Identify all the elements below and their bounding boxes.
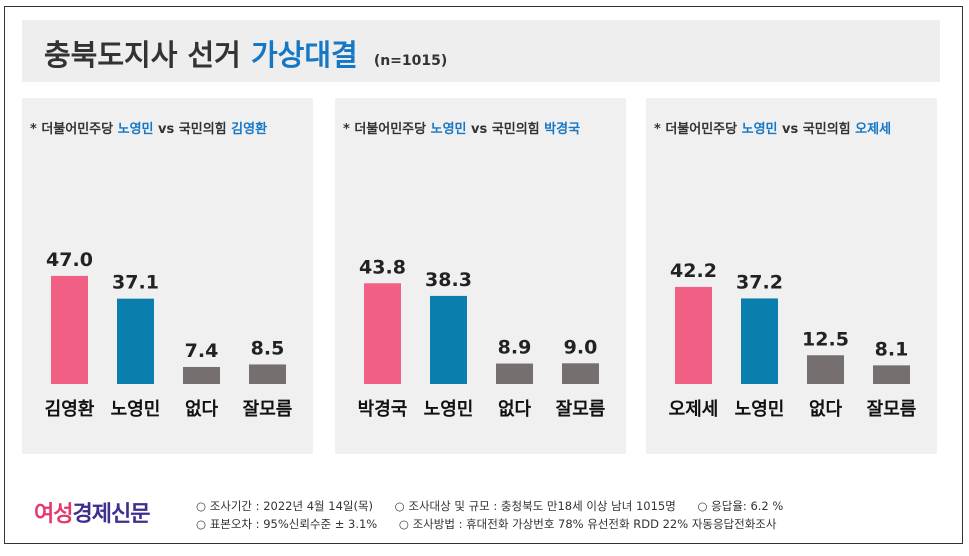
title-main-text: 충북도지사 선거 [44, 38, 241, 72]
notes-row: ○ 조사기간 : 2022년 4월 14일(목) ○ 조사대상 및 규모 : 충… [196, 497, 801, 515]
category-label: 없다 [809, 399, 843, 420]
category-label: 노영민 [735, 399, 785, 420]
survey-method: ○ 조사방법 : 휴대전화 가상번호 78% 유선전화 RDD 22% 자동응답… [398, 517, 777, 531]
data-label: 12.5 [802, 328, 849, 350]
data-label: 8.1 [875, 338, 909, 360]
sampling-error: ○ 표본오차 : 95%신뢰수준 ± 3.1% [196, 517, 378, 531]
category-label: 잘모름 [243, 399, 293, 420]
bar [675, 286, 712, 384]
bar [364, 283, 401, 384]
candidate-b-name: 김영환 [231, 122, 268, 137]
candidate-a-name: 노영민 [741, 122, 778, 137]
survey-notes: ○ 조사기간 : 2022년 4월 14일(목) ○ 조사대상 및 규모 : 충… [196, 497, 801, 533]
data-label: 8.5 [251, 337, 285, 359]
sample-size-label: (n=1015) [373, 53, 448, 69]
category-label: 노영민 [111, 399, 161, 420]
logo-text-a: 여성 [34, 502, 73, 527]
response-rate: ○ 응답율: 6.2 % [697, 499, 784, 513]
bar [117, 298, 154, 384]
party-b-label: vs 국민의힘 [782, 122, 851, 137]
bar [496, 363, 533, 384]
survey-period: ○ 조사기간 : 2022년 4월 14일(목) [196, 499, 374, 513]
bar [873, 365, 910, 384]
bar [249, 364, 286, 384]
category-label: 없다 [498, 399, 532, 420]
data-label: 43.8 [359, 256, 406, 278]
party-b-label: vs 국민의힘 [158, 122, 227, 137]
bar-chart: 43.8 박경국 38.3 노영민 8.9 없다 9.0 잘모름 [358, 256, 606, 420]
category-label: 오제세 [669, 399, 719, 420]
candidate-a-name: 노영민 [117, 122, 154, 137]
newspaper-logo: 여성경제신문 [34, 496, 150, 528]
data-label: 37.2 [736, 271, 783, 293]
category-label: 없다 [185, 399, 219, 420]
bar [183, 366, 220, 384]
bar-chart: 42.2 오제세 37.2 노영민 12.5 없다 8.1 잘모름 [669, 260, 917, 420]
chart-panel-1: * 더불어민주당 노영민 vs 국민의힘 김영환 47.0 김영환 37.1 노영민 7… [22, 98, 313, 454]
bar [807, 355, 844, 384]
party-a-label: * 더불어민주당 [343, 122, 427, 137]
data-label: 9.0 [564, 336, 598, 358]
notes-row: ○ 표본오차 : 95%신뢰수준 ± 3.1% ○ 조사방법 : 휴대전화 가상… [196, 515, 801, 533]
data-label: 8.9 [498, 337, 532, 359]
category-label: 노영민 [424, 399, 474, 420]
category-label: 박경국 [358, 399, 408, 420]
category-label: 잘모름 [556, 399, 606, 420]
panel-header: * 더불어민주당 노영민 vs 국민의힘 박경국 [343, 118, 580, 137]
logo-text-b: 경제신문 [72, 502, 150, 527]
data-label: 37.1 [112, 272, 159, 294]
bar-chart: 47.0 김영환 37.1 노영민 7.4 없다 8.5 잘모름 [45, 249, 293, 420]
bar [562, 363, 599, 384]
candidate-a-name: 노영민 [430, 122, 467, 137]
candidate-b-name: 오제세 [855, 122, 892, 137]
page-title: 충북도지사 선거 가상대결 (n=1015) [44, 32, 447, 74]
panel-header: * 더불어민주당 노영민 vs 국민의힘 김영환 [30, 118, 267, 137]
party-b-label: vs 국민의힘 [471, 122, 540, 137]
chart-panel-3: * 더불어민주당 노영민 vs 국민의힘 오제세 42.2 오제세 37.2 노영민 1… [646, 98, 937, 454]
chart-panel-2: * 더불어민주당 노영민 vs 국민의힘 박경국 43.8 박경국 38.3 노영민 8… [335, 98, 626, 454]
bar [51, 275, 88, 384]
party-a-label: * 더불어민주당 [30, 122, 114, 137]
data-label: 42.2 [670, 260, 717, 282]
data-label: 38.3 [425, 269, 472, 291]
title-bar: 충북도지사 선거 가상대결 (n=1015) [22, 20, 940, 82]
category-label: 잘모름 [867, 399, 917, 420]
bar [430, 295, 467, 384]
title-accent-text: 가상대결 [250, 38, 358, 72]
category-label: 김영환 [45, 398, 95, 420]
party-a-label: * 더불어민주당 [654, 122, 738, 137]
data-label: 7.4 [185, 340, 219, 362]
data-label: 47.0 [46, 249, 93, 271]
survey-target: ○ 조사대상 및 규모 : 충청북도 만18세 이상 남녀 1015명 [394, 499, 676, 513]
panel-header: * 더불어민주당 노영민 vs 국민의힘 오제세 [654, 118, 891, 137]
candidate-b-name: 박경국 [544, 122, 581, 137]
bar [741, 298, 778, 384]
